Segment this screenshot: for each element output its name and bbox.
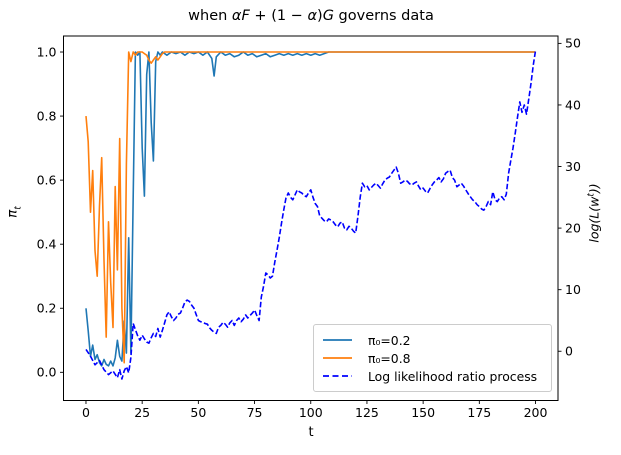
y-right-tick-label: 40	[565, 97, 581, 112]
series-line-0	[85, 51, 536, 367]
y-left-tick-label: 0.4	[37, 236, 57, 251]
y-left-tick-label: 1.0	[37, 44, 57, 59]
legend-line-swatch	[323, 339, 352, 341]
x-tick-label: 175	[467, 405, 491, 420]
series-line-1	[85, 51, 536, 364]
x-tick-label: 25	[134, 405, 150, 420]
legend-line-swatch-dashed	[323, 375, 352, 377]
legend-item-label: π₀=0.8	[368, 350, 411, 366]
x-tick-label: 100	[299, 405, 323, 420]
legend-line-swatch	[323, 357, 352, 359]
series-line-2	[85, 50, 537, 380]
y-axis-label-right: log(L(wt))	[586, 183, 602, 243]
x-tick-label: 150	[411, 405, 435, 420]
y-right-tick-label: 10	[565, 282, 581, 297]
legend: π₀=0.2 π₀=0.8 Log likelihood ratio proce…	[313, 324, 552, 392]
y-left-tick-label: 0.2	[37, 301, 57, 316]
y-right-tick-label: 50	[565, 36, 581, 51]
legend-item: π₀=0.8	[322, 349, 541, 367]
legend-item-label: Log likelihood ratio process	[368, 368, 538, 384]
y-left-tick-label: 0.0	[37, 365, 57, 380]
y-axis-label-left: πt	[4, 206, 24, 218]
x-tick-label: 200	[524, 405, 548, 420]
x-tick-label: 50	[190, 405, 206, 420]
x-tick-label: 0	[82, 405, 90, 420]
y-right-tick-label: 0	[565, 344, 573, 359]
y-right-tick-label: 20	[565, 220, 581, 235]
y-left-tick-label: 0.6	[37, 172, 57, 187]
y-right-tick-label: 30	[565, 159, 581, 174]
x-axis-label: t	[308, 425, 314, 440]
x-tick-label: 75	[247, 405, 263, 420]
chart-title: when αF + (1 − α)G governs data	[188, 8, 434, 24]
y-left-tick-label: 0.8	[37, 108, 57, 123]
x-tick-label: 125	[355, 405, 379, 420]
legend-item: Log likelihood ratio process	[322, 367, 541, 385]
legend-item-label: π₀=0.2	[368, 332, 411, 348]
legend-item: π₀=0.2	[322, 331, 541, 349]
